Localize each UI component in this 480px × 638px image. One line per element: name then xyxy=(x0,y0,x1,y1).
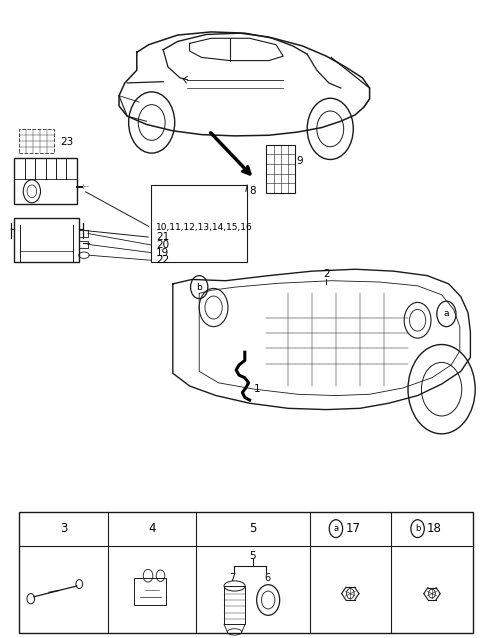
Text: a: a xyxy=(334,524,338,533)
Text: 21: 21 xyxy=(156,232,169,242)
Text: a: a xyxy=(444,309,449,318)
Text: 9: 9 xyxy=(297,156,303,166)
Text: 19: 19 xyxy=(156,248,169,258)
Bar xyxy=(79,241,88,248)
Text: 8: 8 xyxy=(250,186,256,197)
Text: 23: 23 xyxy=(60,137,73,147)
Bar xyxy=(266,145,295,193)
Text: 17: 17 xyxy=(345,522,360,535)
Text: 5: 5 xyxy=(250,551,256,561)
Text: 1: 1 xyxy=(253,384,260,394)
Text: 20: 20 xyxy=(156,240,169,250)
Text: 18: 18 xyxy=(427,522,442,535)
Bar xyxy=(19,512,473,633)
Text: b: b xyxy=(415,524,420,533)
Bar xyxy=(79,230,88,237)
Text: 22: 22 xyxy=(156,255,169,265)
Text: 6: 6 xyxy=(264,573,270,582)
Bar xyxy=(224,586,245,624)
Text: 7: 7 xyxy=(229,573,236,582)
Text: 2: 2 xyxy=(323,269,330,279)
Text: 5: 5 xyxy=(249,522,256,535)
Text: 4: 4 xyxy=(148,522,156,535)
Bar xyxy=(19,129,54,153)
Text: ⊢: ⊢ xyxy=(83,184,89,189)
Bar xyxy=(14,158,77,204)
Bar xyxy=(14,218,79,262)
Bar xyxy=(133,578,166,605)
Text: 10,11,12,13,14,15,16: 10,11,12,13,14,15,16 xyxy=(156,223,253,232)
Text: b: b xyxy=(196,283,202,292)
Bar xyxy=(151,185,247,262)
Text: 3: 3 xyxy=(60,522,67,535)
